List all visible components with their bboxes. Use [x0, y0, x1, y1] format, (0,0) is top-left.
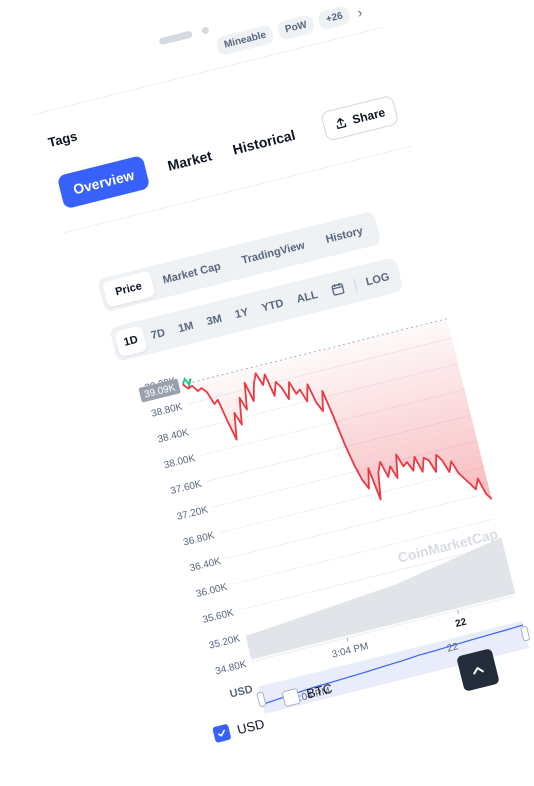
y-tick-label: 34.80K [214, 659, 248, 677]
page-nav: Overview Market Historical Share [56, 93, 400, 210]
x-tick-label: 22 [454, 616, 468, 629]
grid-line [226, 492, 491, 559]
y-tick-label: 36.00K [195, 582, 229, 600]
share-label: Share [350, 105, 387, 127]
tab-market[interactable]: Market [165, 147, 214, 174]
open-price-line [182, 318, 447, 386]
y-tick-label: 36.40K [189, 556, 223, 574]
chart-tab-tradingview[interactable]: TradingView [240, 239, 307, 267]
usd-label: USD [235, 715, 266, 737]
share-icon [336, 117, 346, 129]
currency-option-usd[interactable]: USD [212, 715, 266, 744]
tag-chip-pow[interactable]: PoW [276, 13, 316, 42]
log-scale-toggle[interactable]: LOG [364, 270, 391, 288]
carousel-dot[interactable] [201, 26, 210, 35]
carousel-indicator [157, 21, 211, 51]
chart-tab-price[interactable]: Price [101, 270, 156, 308]
chart-tab-market-cap[interactable]: Market Cap [161, 260, 223, 287]
x-tick [346, 637, 349, 642]
chevron-up-icon [473, 667, 484, 675]
usd-checkbox[interactable] [212, 723, 232, 744]
x-tick [457, 610, 460, 615]
chevron-right-icon[interactable]: › [355, 3, 364, 20]
range-all[interactable]: ALL [295, 288, 319, 306]
calendar-icon[interactable] [321, 273, 354, 306]
volume-bars [245, 537, 516, 660]
tag-chip-mineable[interactable]: Mineable [215, 24, 275, 57]
btc-checkbox[interactable] [281, 687, 301, 708]
navigator-line [262, 624, 524, 705]
navigator-x-label: 22 [446, 641, 460, 654]
navigator-handle-left[interactable] [256, 691, 267, 707]
range-ytd[interactable]: YTD [260, 296, 285, 314]
tag-chip-more[interactable]: +26 [317, 4, 352, 31]
divider [352, 277, 358, 292]
currency-options: USD BTC [200, 664, 404, 751]
below-open-area [182, 318, 492, 500]
navigator-handle-right[interactable] [520, 625, 530, 642]
chart-tab-history[interactable]: History [324, 225, 365, 246]
tab-historical[interactable]: Historical [231, 126, 297, 158]
current-price-badge [138, 378, 181, 403]
y-tick-label: 37.20K [176, 504, 210, 522]
grid-line [232, 517, 497, 585]
carousel-dot-active[interactable] [158, 30, 194, 46]
coin-overview-panel: Mineable PoW +26 › Tags Overview Market … [18, 0, 534, 724]
grid-line [219, 466, 484, 534]
currency-axis-label: USD [229, 683, 254, 700]
y-tick-label: 35.20K [208, 633, 242, 651]
price-line [182, 372, 493, 501]
y-tick-label: 36.80K [182, 530, 216, 548]
x-axis-line [251, 595, 516, 662]
range-switcher: 1D 7D 1M 3M 1Y YTD ALL LOG [109, 256, 405, 363]
y-tick-label: 37.60K [169, 479, 203, 497]
tab-overview[interactable]: Overview [56, 154, 151, 210]
price-chart[interactable]: 39.20K38.80K38.40K38.00K37.60K37.20K36.8… [129, 297, 534, 726]
tags-label: Tags [46, 128, 79, 151]
divider [32, 27, 383, 116]
navigator-range [258, 620, 529, 714]
grid-line [238, 543, 504, 611]
y-tick-label: 38.40K [157, 427, 191, 445]
check-icon [218, 729, 225, 737]
share-button[interactable]: Share [319, 94, 400, 142]
scroll-top-button[interactable] [456, 648, 500, 692]
x-tick-label: 3:04 PM [331, 641, 370, 661]
y-tick-label: 38.00K [163, 453, 197, 471]
price-line-up-segment [182, 377, 192, 389]
y-tick-label: 38.80K [150, 401, 184, 419]
tag-chips: Mineable PoW +26 › [215, 2, 364, 57]
y-tick-label: 35.60K [202, 607, 236, 625]
